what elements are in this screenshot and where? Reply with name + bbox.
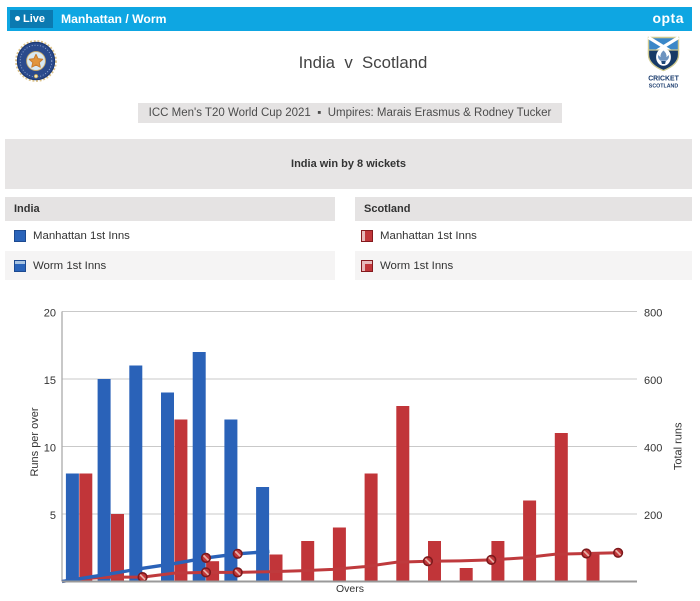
svg-text:600: 600 [644,375,662,387]
svg-text:400: 400 [644,443,662,455]
svg-text:10: 10 [44,443,56,455]
svg-text:Overs: Overs [336,583,364,595]
svg-text:800: 800 [644,308,662,320]
svg-text:200: 200 [644,510,662,522]
svg-text:20: 20 [44,308,56,320]
svg-text:SCOTLAND: SCOTLAND [649,84,679,90]
svg-text:Runs per over: Runs per over [29,407,41,476]
svg-text:Total runs: Total runs [673,422,685,470]
svg-text:5: 5 [50,510,56,522]
svg-text:CRICKET: CRICKET [648,76,679,83]
svg-text:15: 15 [44,375,56,387]
